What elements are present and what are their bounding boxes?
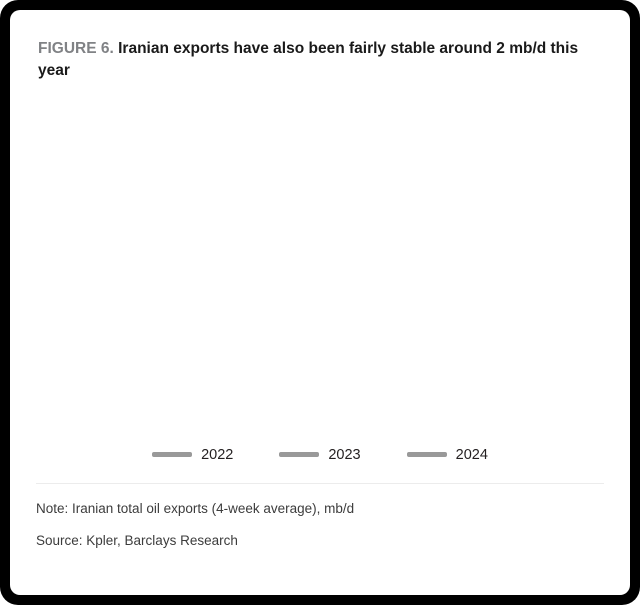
- legend-label-2022: 2022: [201, 446, 234, 463]
- figure-note: Note: Iranian total oil exports (4-week …: [36, 482, 604, 516]
- chart-area: [36, 97, 604, 437]
- figure-title-text: Iranian exports have also been fairly st…: [38, 40, 579, 80]
- legend-swatch-2023: [279, 452, 320, 458]
- legend-swatch-2022: [152, 452, 193, 458]
- legend-swatch-2024: [406, 452, 447, 458]
- figure-title: FIGURE 6. Iranian exports have also been…: [38, 38, 602, 83]
- figure-number-label: FIGURE 6.: [38, 40, 114, 57]
- chart-legend: 2022 2023 2024: [36, 447, 604, 463]
- legend-item-2023: 2023: [279, 446, 361, 463]
- figure-source: Source: Kpler, Barclays Research: [36, 532, 238, 548]
- figure-card: FIGURE 6. Iranian exports have also been…: [10, 10, 630, 595]
- legend-item-2022: 2022: [152, 447, 233, 463]
- iranian-exports-line-chart: [36, 97, 611, 432]
- legend-label-2023: 2023: [328, 446, 361, 463]
- legend-label-2024: 2024: [455, 446, 488, 463]
- legend-item-2024: 2024: [406, 446, 488, 463]
